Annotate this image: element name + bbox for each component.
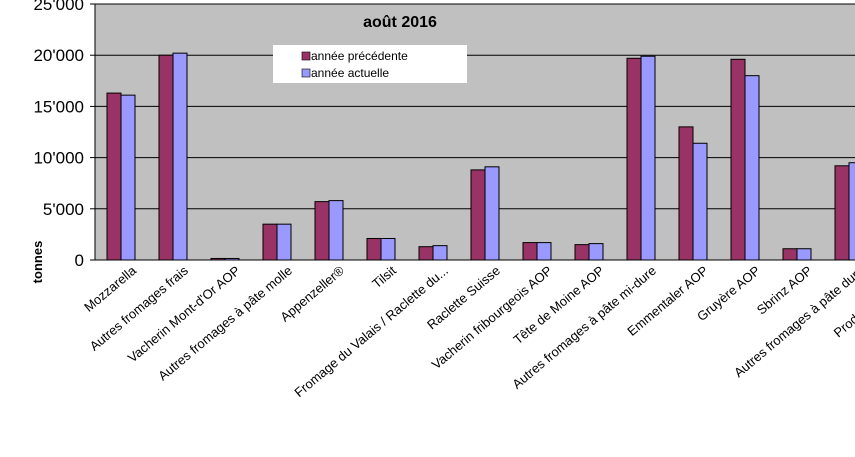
bars [106,52,855,261]
bar-previous-year [262,223,278,261]
bar-previous-year [782,248,798,261]
bar-current-year [536,242,552,261]
y-tick-label: 20'000 [33,46,84,65]
x-category-label: Tête de Moine AOP [510,263,607,347]
bar-previous-year [158,54,174,261]
bar-previous-year [106,92,122,261]
bar-previous-year [574,244,590,261]
bar-previous-year [366,237,382,261]
y-tick-label: 5'000 [43,200,84,219]
legend-swatch-previous [301,51,311,61]
bar-previous-year [522,242,538,261]
bar-current-year [848,162,855,261]
legend: année précédente année actuelle [273,45,467,83]
x-category-label: Tilsit [369,263,399,292]
y-tick-label: 25'000 [33,0,84,14]
y-tick-label: 15'000 [33,97,84,116]
bar-previous-year [730,58,746,261]
bar-current-year [744,75,760,261]
bar-current-year [484,166,500,261]
y-tick-label: 10'000 [33,149,84,168]
legend-swatch-current [301,68,311,78]
bar-current-year [276,223,292,261]
chart-subtitle: août 2016 [363,14,437,31]
y-tick-label: 0 [75,251,84,270]
bar-previous-year [418,246,434,261]
bar-current-year [120,94,136,261]
bar-current-year [380,237,396,261]
y-axis-label: tonnes [30,241,45,284]
bar-previous-year [678,126,694,261]
bar-current-year [172,52,188,261]
bar-current-year [796,248,812,261]
legend-label-current: année actuelle [311,66,389,80]
bar-current-year [328,200,344,261]
gridlines [95,3,855,210]
bar-current-year [640,55,656,261]
bar-previous-year [314,201,330,261]
bar-previous-year [626,57,642,261]
bar-previous-year [470,169,486,261]
bar-previous-year [834,165,850,261]
x-category-label: Autres fromages frais [87,262,192,353]
bar-current-year [692,142,708,261]
y-ticks: 0 5'000 10'000 15'000 20'000 25'000 [33,0,95,270]
bar-current-year [432,245,448,261]
legend-label-previous: année précédente [311,49,408,63]
bar-current-year [588,243,604,261]
